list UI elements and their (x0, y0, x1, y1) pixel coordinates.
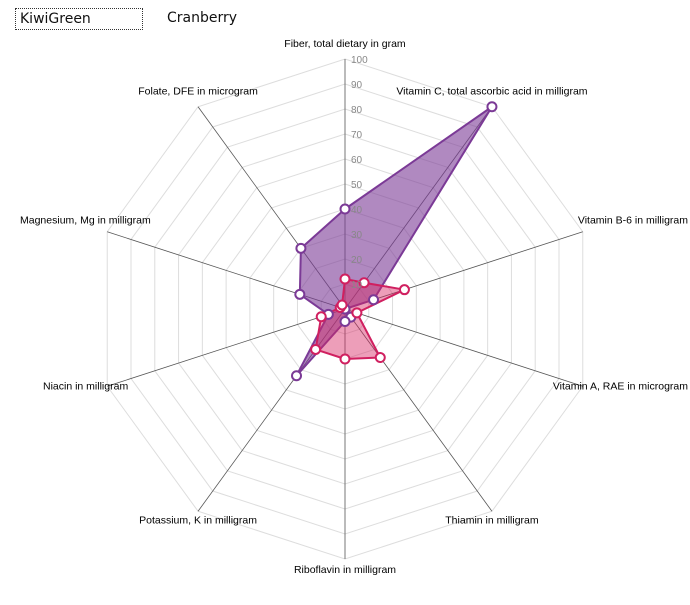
axis-label-3: Vitamin A, RAE in microgram (553, 380, 688, 392)
tab-cranberry[interactable]: Cranberry (167, 10, 238, 26)
radar-tick-labels: 10 20 30 40 50 60 70 80 90 100 (351, 55, 368, 291)
data-point-kiwigreen-0[interactable] (339, 203, 351, 215)
data-point-kiwigreen-5[interactable] (339, 316, 351, 327)
tick-label-10: 10 (351, 280, 363, 291)
data-point-cranberry-0[interactable] (339, 273, 351, 285)
tick-label-90: 90 (351, 80, 363, 91)
axis-label-6: Potassium, K in milligram (139, 514, 257, 526)
tick-label-80: 80 (351, 105, 363, 116)
data-point-cranberry-1[interactable] (358, 277, 370, 289)
series-tabs: KiwiGreen Cranberry (15, 8, 241, 30)
axis-label-9: Folate, DFE in microgram (138, 86, 258, 98)
tick-label-40: 40 (351, 205, 363, 216)
data-point-cranberry-3[interactable] (351, 307, 363, 319)
axis-label-8: Magnesium, Mg in milligram (20, 215, 151, 227)
axis-label-0: Fiber, total dietary in gram (284, 38, 406, 50)
tab-kiwigreen[interactable]: KiwiGreen (15, 8, 143, 30)
spoke-4 (344, 308, 493, 512)
tick-label-60: 60 (351, 155, 363, 166)
data-point-cranberry-4[interactable] (374, 352, 386, 364)
axis-label-7: Niacin in milligram (43, 380, 128, 392)
data-point-cranberry-5[interactable] (339, 353, 351, 365)
data-point-kiwigreen-1[interactable] (486, 101, 498, 113)
data-point-kiwigreen-9[interactable] (295, 242, 307, 254)
axis-label-2: Vitamin B-6 in milligram (578, 215, 688, 227)
tick-label-20: 20 (351, 255, 363, 266)
axis-label-1: Vitamin C, total ascorbic acid in millig… (396, 86, 587, 98)
data-point-kiwigreen-2[interactable] (368, 294, 380, 306)
data-point-cranberry-9[interactable] (336, 299, 348, 311)
spoke-3 (344, 308, 583, 387)
tick-label-30: 30 (351, 230, 363, 241)
data-point-cranberry-6[interactable] (310, 343, 322, 355)
data-point-cranberry-7[interactable] (315, 311, 327, 323)
tick-label-70: 70 (351, 130, 363, 141)
radar-axis-labels: Fiber, total dietary in gram Vitamin C, t… (20, 38, 688, 576)
axis-label-5: Riboflavin in milligram (294, 564, 396, 576)
axis-label-4: Thiamin in milligram (445, 514, 539, 526)
radar-series (291, 101, 498, 382)
data-point-cranberry-2[interactable] (398, 284, 410, 296)
spoke-7 (107, 308, 346, 387)
data-point-kiwigreen-8[interactable] (294, 288, 306, 300)
data-point-kiwigreen-6[interactable] (291, 370, 303, 382)
spoke-2 (344, 231, 583, 310)
tick-label-100: 100 (351, 55, 368, 66)
tick-label-50: 50 (351, 180, 363, 191)
